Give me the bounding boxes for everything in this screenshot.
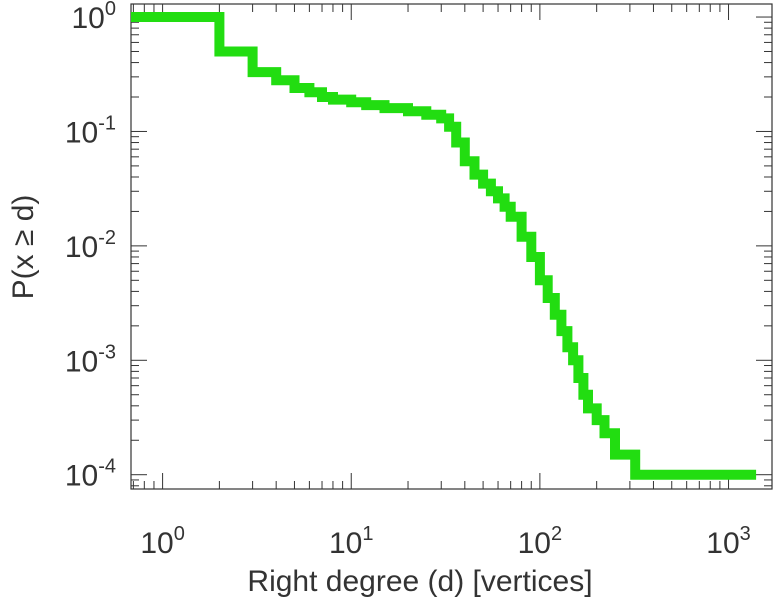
- y-tick-labels: 100 10-1 10-2 10-3 10-4: [65, 0, 116, 493]
- y-axis-title: P(x ≥ d): [7, 195, 40, 300]
- x-axis-title: Right degree (d) [vertices]: [247, 565, 592, 598]
- x-tick-label: 100: [140, 523, 185, 560]
- y-tick-label: 10-2: [65, 227, 116, 264]
- x-tick-label: 102: [518, 523, 563, 560]
- minor-ticks: [131, 4, 772, 489]
- major-ticks: [131, 4, 772, 489]
- y-tick-label: 100: [72, 0, 117, 35]
- y-tick-label: 10-1: [65, 112, 116, 149]
- x-tick-label: 101: [329, 523, 374, 560]
- series-group: [131, 12, 757, 480]
- plot-frame: [130, 3, 773, 490]
- x-tick-labels: 100 101 102 103: [140, 523, 750, 560]
- y-tick-label: 10-3: [65, 341, 116, 378]
- y-tick-label: 10-4: [65, 456, 116, 493]
- series-line: [131, 12, 757, 480]
- x-tick-label: 103: [706, 523, 751, 560]
